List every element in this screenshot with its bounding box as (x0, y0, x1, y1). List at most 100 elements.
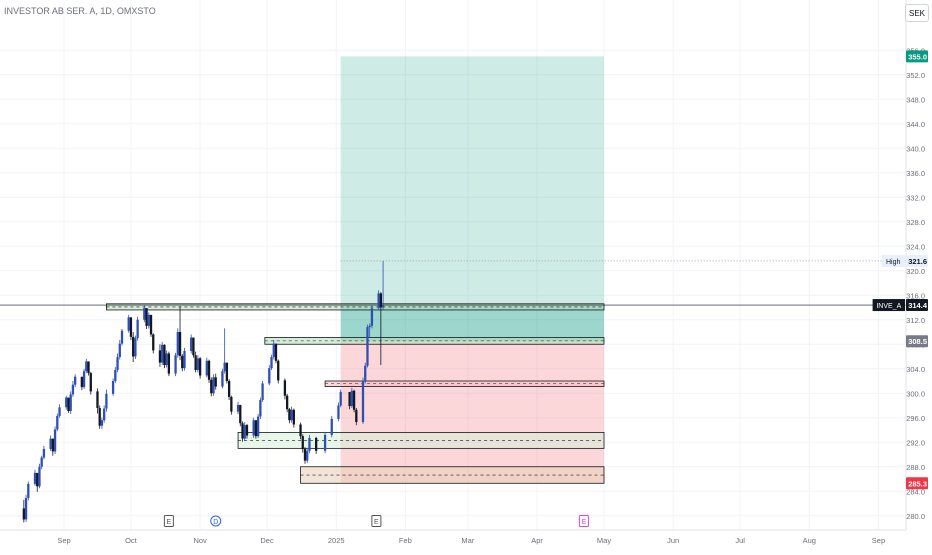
candle-body (192, 337, 195, 356)
candle-body (259, 399, 262, 417)
candle-body (147, 314, 150, 326)
candle-body (24, 497, 28, 520)
candle-body (56, 415, 59, 430)
candle-body (292, 409, 295, 425)
x-tick-label: Jul (735, 536, 745, 545)
candle-body (377, 293, 380, 309)
candle-body (58, 407, 61, 416)
candle-body (51, 438, 54, 452)
price-label-box (906, 299, 928, 312)
currency-button[interactable]: SEK (905, 4, 929, 22)
y-tick-label: 284.0 (906, 487, 925, 496)
candle-body (270, 357, 273, 369)
candle-body (274, 343, 278, 361)
candle-body (176, 332, 179, 356)
x-tick-label: Dec (260, 536, 274, 545)
event-dividend-marker[interactable] (210, 515, 222, 527)
candle-body (243, 425, 246, 439)
candle-body (198, 358, 202, 376)
candle-body (330, 418, 333, 435)
price-label-box (906, 50, 928, 63)
candle-body (290, 409, 293, 421)
candle-body (277, 360, 280, 381)
event-earnings-marker[interactable] (371, 515, 382, 527)
candle-body (236, 404, 240, 412)
y-tick-label: 348.0 (906, 95, 925, 104)
candle-body (145, 308, 148, 326)
candle-body (227, 381, 231, 397)
candle-body (49, 438, 52, 449)
y-tick-label: 304.0 (906, 365, 925, 374)
price-label: 285.3 (908, 479, 927, 488)
event-label: D (213, 519, 218, 526)
x-tick-label: Nov (193, 536, 207, 545)
candle-body (42, 448, 46, 458)
candle-body (174, 355, 177, 374)
candle-body (136, 319, 139, 339)
candle-body (196, 358, 200, 370)
event-label: E (167, 519, 172, 526)
candle-body (114, 369, 117, 381)
price-label-box (906, 477, 928, 490)
price-label-box (906, 335, 928, 348)
candle-body (167, 353, 171, 374)
candle-body (337, 405, 340, 419)
candle-body (283, 380, 287, 396)
candle-body (223, 362, 226, 372)
event-label: E (374, 519, 379, 526)
event-earnings-marker[interactable] (163, 515, 174, 527)
candle-body (118, 343, 121, 358)
price-label: 355.0 (908, 52, 927, 61)
price-label: 321.6 (908, 257, 927, 266)
candle-body (178, 332, 182, 356)
candle-body (379, 293, 383, 308)
price-label-box (906, 254, 928, 267)
candle-body (308, 437, 311, 451)
price-label-prefix-box (881, 254, 905, 267)
candle-body (306, 450, 309, 461)
candle-body (98, 407, 101, 426)
candle-body (100, 420, 104, 426)
candle-body (33, 472, 37, 484)
candle-body (207, 360, 211, 380)
y-tick-label: 320.0 (906, 267, 925, 276)
candle-body (364, 365, 367, 381)
x-tick-label: Mar (461, 536, 474, 545)
candle-body (212, 377, 215, 394)
position-stop-zone[interactable] (340, 341, 604, 484)
position-target-zone[interactable] (340, 56, 604, 342)
candle-body (158, 350, 162, 363)
candle-body (65, 397, 68, 408)
price-label-prefix-box (872, 299, 905, 312)
candle-body (230, 396, 233, 412)
candle-body (210, 379, 213, 394)
candle-body (368, 325, 371, 328)
price-label: 314.4 (908, 301, 928, 310)
x-tick-label: Sep (57, 536, 70, 545)
x-tick-label: 2025 (328, 536, 345, 545)
candle-body (352, 390, 356, 410)
candle-body (183, 350, 186, 369)
x-tick-label: May (597, 536, 611, 545)
y-tick-label: 300.0 (906, 389, 925, 398)
candle-body (22, 508, 25, 520)
candle-body (163, 344, 166, 366)
candle-body (103, 408, 106, 421)
candle-body (105, 393, 108, 409)
candle-body (355, 409, 358, 423)
candle-body (361, 381, 365, 423)
candle-body (381, 305, 385, 308)
y-tick-label: 316.0 (906, 291, 925, 300)
price-label: 308.5 (908, 337, 927, 346)
candle-body (38, 466, 41, 487)
candle-body (152, 334, 155, 351)
candle-body (87, 361, 90, 374)
candle-body (85, 361, 88, 372)
y-tick-label: 340.0 (906, 144, 925, 153)
event-earnings-marker[interactable] (578, 515, 589, 527)
candle-body (74, 376, 77, 385)
candle-body (129, 317, 133, 337)
